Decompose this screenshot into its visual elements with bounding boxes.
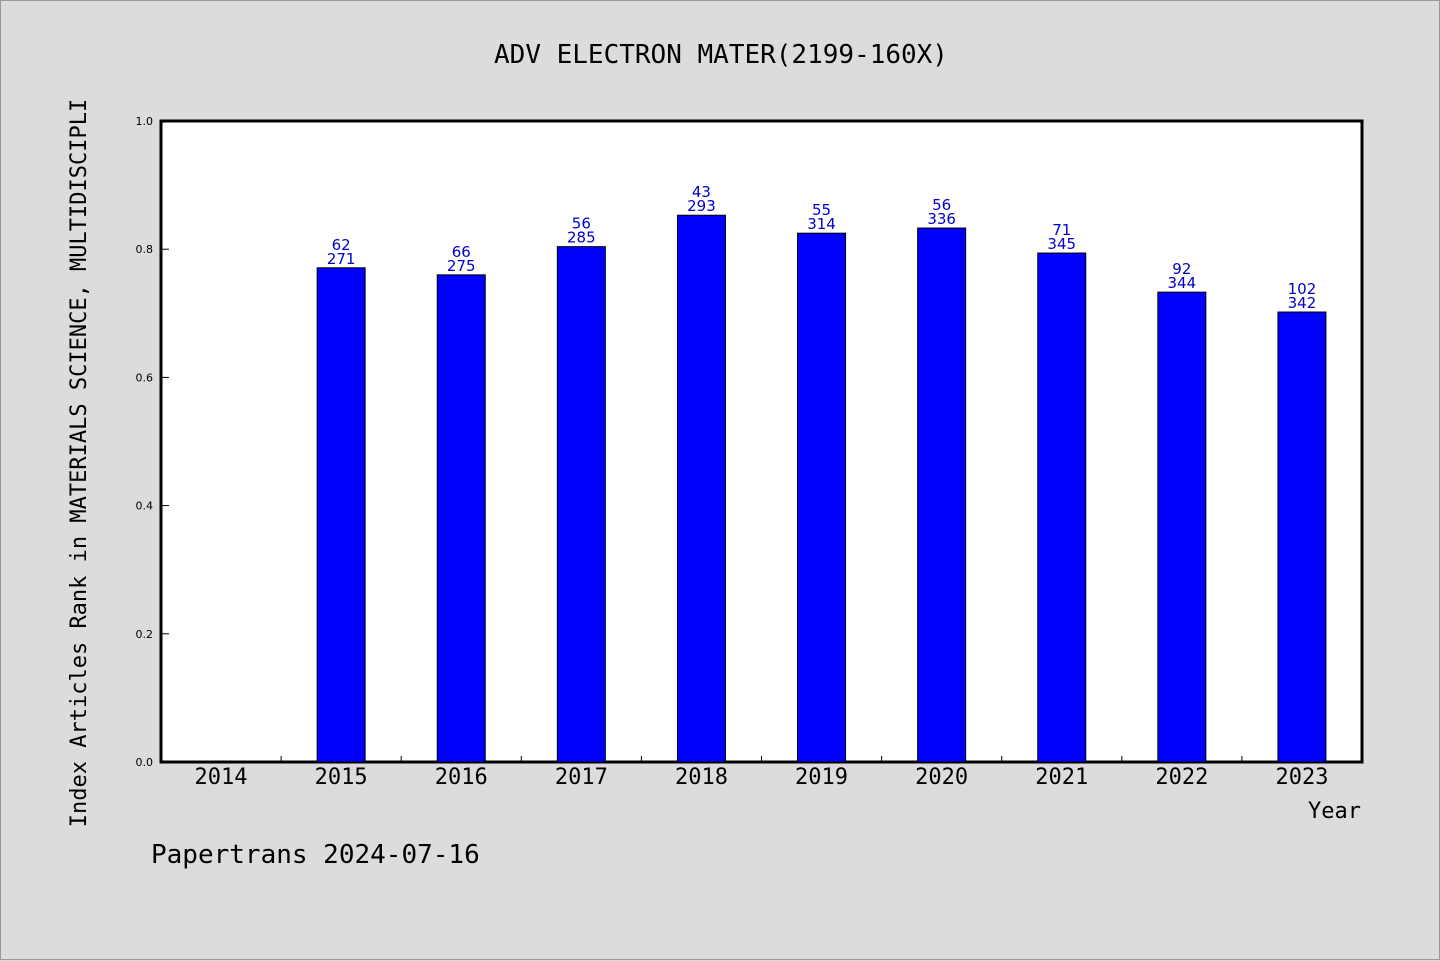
y-tick-label: 0.6: [136, 371, 154, 384]
x-tick-label: 2016: [435, 765, 488, 790]
data-label-total: 345: [1047, 235, 1076, 253]
data-label-total: 344: [1168, 274, 1197, 292]
chart-title: ADV ELECTRON MATER(2199-160X): [494, 40, 948, 70]
y-tick-label: 0.0: [136, 756, 154, 769]
bar: [556, 246, 606, 763]
y-axis-label: Index Articles Rank in MATERIALS SCIENCE…: [67, 99, 92, 827]
bar: [676, 214, 726, 763]
y-tick-label: 0.8: [136, 243, 154, 256]
data-label-total: 271: [327, 250, 356, 268]
x-tick-label: 2019: [795, 765, 848, 790]
y-tick-label: 0.2: [136, 628, 154, 641]
x-tick-label: 2014: [195, 765, 248, 790]
data-label-rank: 43: [692, 183, 711, 201]
bar: [316, 267, 366, 763]
bars-group: [316, 214, 1327, 763]
data-label-rank: 62: [332, 236, 351, 254]
x-tick-label: 2023: [1275, 765, 1328, 790]
x-tick-label: 2022: [1155, 765, 1208, 790]
bar: [1157, 291, 1207, 763]
bar: [1037, 252, 1087, 763]
data-label-total: 336: [927, 210, 956, 228]
data-label-rank: 71: [1052, 221, 1071, 239]
y-tick-label: 1.0: [136, 115, 154, 128]
bar: [1277, 311, 1327, 763]
data-label-total: 293: [687, 197, 716, 215]
data-label-total: 285: [567, 229, 596, 247]
data-label-total: 342: [1288, 294, 1317, 312]
x-tick-label: 2018: [675, 765, 728, 790]
data-label-total: 275: [447, 257, 476, 275]
x-tick-label: 2021: [1035, 765, 1088, 790]
x-tick-label: 2017: [555, 765, 608, 790]
data-label-rank: 66: [452, 243, 471, 261]
footer-text: Papertrans 2024-07-16: [151, 840, 480, 870]
axis-ticks: 0.0 0.2 0.4 0.6 0.8 1.0 2014 2015 2016 2017 2018 20…: [136, 115, 1329, 790]
data-label-rank: 102: [1288, 280, 1317, 298]
y-tick-label: 0.4: [136, 500, 154, 513]
x-tick-label: 2015: [315, 765, 368, 790]
data-label-rank: 92: [1172, 260, 1191, 278]
bar: [436, 274, 486, 763]
data-label-rank: 56: [572, 215, 591, 233]
data-label-rank: 56: [932, 196, 951, 214]
data-label-total: 314: [807, 215, 836, 233]
bar: [797, 232, 847, 763]
x-tick-label: 2020: [915, 765, 968, 790]
bar: [917, 227, 967, 763]
data-label-rank: 55: [812, 201, 831, 219]
x-axis-label: Year: [1308, 799, 1361, 824]
